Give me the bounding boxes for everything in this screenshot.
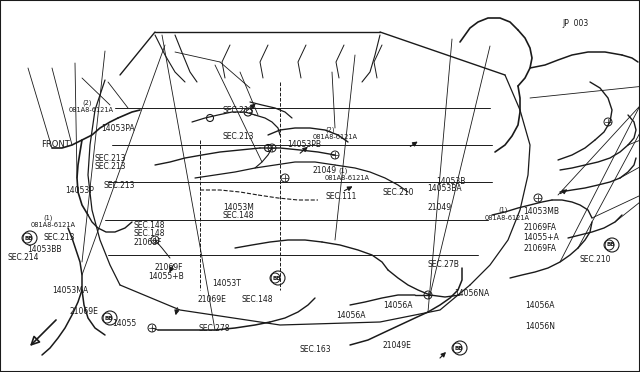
Text: 14053PB: 14053PB — [287, 140, 321, 149]
Text: 14056A: 14056A — [525, 301, 554, 310]
Text: SEC.27B: SEC.27B — [428, 260, 460, 269]
Text: 14056NA: 14056NA — [454, 289, 490, 298]
Text: 14053T: 14053T — [212, 279, 241, 288]
Text: SEC.210: SEC.210 — [579, 255, 611, 264]
Text: 21069F: 21069F — [155, 263, 184, 272]
Text: 081A8-6121A: 081A8-6121A — [69, 107, 114, 113]
Text: SEC.148: SEC.148 — [242, 295, 273, 304]
Text: SEC.213: SEC.213 — [223, 132, 254, 141]
Text: 21069F: 21069F — [133, 238, 162, 247]
Text: 081A8-6121A: 081A8-6121A — [485, 215, 530, 221]
Text: 081A8-6121A: 081A8-6121A — [31, 222, 76, 228]
Text: B: B — [25, 235, 29, 241]
Text: B: B — [458, 346, 463, 350]
Text: SEC.214: SEC.214 — [8, 253, 39, 262]
Text: 14056A: 14056A — [383, 301, 412, 310]
Text: (1): (1) — [44, 214, 53, 221]
Text: SEC.148: SEC.148 — [133, 229, 164, 238]
Text: B: B — [607, 243, 611, 247]
Text: 14055+A: 14055+A — [524, 233, 559, 242]
Text: SEC.213: SEC.213 — [223, 106, 254, 115]
Text: B: B — [28, 235, 33, 241]
Text: SEC.213: SEC.213 — [44, 233, 75, 242]
Text: (1): (1) — [338, 167, 348, 174]
Text: 21049: 21049 — [312, 166, 337, 175]
Text: 14056N: 14056N — [525, 322, 555, 331]
Text: 21069FA: 21069FA — [524, 223, 557, 232]
Text: FRONT: FRONT — [42, 140, 70, 149]
Text: SEC.213: SEC.213 — [95, 154, 126, 163]
Text: SEC.213: SEC.213 — [104, 181, 135, 190]
Text: 081A8-6121A: 081A8-6121A — [325, 175, 370, 181]
Text: 14053MB: 14053MB — [524, 207, 559, 216]
Text: 21069E: 21069E — [69, 307, 98, 316]
Text: B: B — [273, 276, 277, 280]
Text: SEC.210: SEC.210 — [383, 188, 414, 197]
Text: SEC.148: SEC.148 — [223, 211, 254, 219]
Text: SEC.213: SEC.213 — [95, 162, 126, 171]
Text: B: B — [609, 243, 614, 247]
Text: 14053B: 14053B — [436, 177, 466, 186]
Text: 14053MA: 14053MA — [52, 286, 88, 295]
Text: (2): (2) — [82, 99, 92, 106]
Text: (1): (1) — [498, 207, 508, 214]
Text: 14053M: 14053M — [223, 203, 253, 212]
Text: SEC.111: SEC.111 — [325, 192, 356, 201]
Text: SEC.163: SEC.163 — [300, 345, 331, 354]
Text: 21069FA: 21069FA — [524, 244, 557, 253]
Text: 14056A: 14056A — [336, 311, 365, 320]
Text: 14053P: 14053P — [65, 186, 94, 195]
Text: JP  003: JP 003 — [562, 19, 588, 28]
Text: 14055+B: 14055+B — [148, 272, 184, 280]
Text: 14053PA: 14053PA — [101, 124, 135, 133]
Text: 21069E: 21069E — [197, 295, 226, 304]
Text: 081A8-6121A: 081A8-6121A — [312, 134, 357, 140]
Text: SEC.278: SEC.278 — [198, 324, 230, 333]
Text: B: B — [108, 315, 113, 321]
Text: 21049E: 21049E — [383, 341, 412, 350]
Text: B: B — [455, 346, 459, 350]
Text: (2): (2) — [325, 126, 335, 133]
Text: 14055: 14055 — [112, 319, 136, 328]
Text: B: B — [276, 276, 280, 280]
Text: 14053BA: 14053BA — [428, 185, 462, 193]
Text: 21049: 21049 — [428, 203, 452, 212]
Text: B: B — [105, 315, 109, 321]
Text: SEC.148: SEC.148 — [133, 221, 164, 230]
Text: 14053BB: 14053BB — [27, 246, 61, 254]
